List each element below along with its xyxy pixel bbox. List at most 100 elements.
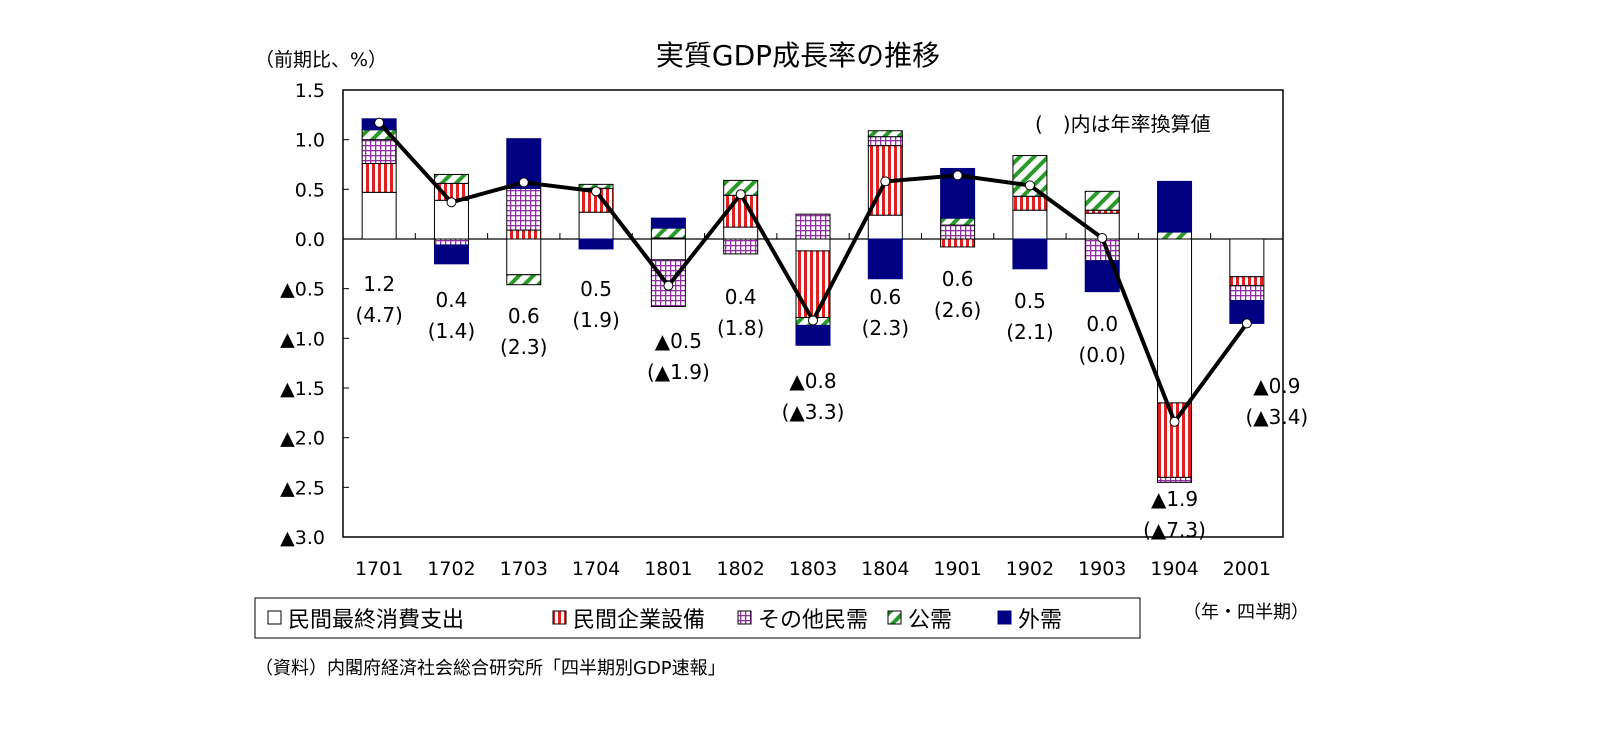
x-tick-label: 1902	[1006, 558, 1054, 580]
bar-segment	[1012, 209, 1048, 240]
x-tick-label: 1802	[717, 558, 765, 580]
bar-segment	[795, 213, 831, 240]
bar-segment	[506, 274, 542, 286]
bar-segment	[506, 238, 542, 276]
legend-swatch	[737, 610, 752, 625]
x-tick-label: 1703	[500, 558, 548, 580]
gdp-point	[1169, 416, 1180, 427]
data-label-quarterly: ▲0.8	[789, 369, 836, 393]
y-tick-label: ▲2.0	[280, 428, 325, 450]
x-tick-label: 1803	[789, 558, 837, 580]
data-label-annualized: (1.4)	[428, 319, 475, 343]
bar-segment	[650, 238, 686, 261]
bar-segment	[795, 238, 831, 252]
data-label-annualized: (1.8)	[717, 316, 764, 340]
data-label-annualized: (0.0)	[1079, 343, 1126, 367]
bar-segment	[578, 238, 614, 250]
data-label-quarterly: 1.2	[363, 272, 395, 296]
legend-swatch	[887, 610, 902, 625]
data-label-quarterly: 0.5	[1014, 289, 1046, 313]
x-tick-label: 1704	[572, 558, 620, 580]
y-tick-label: 0.5	[295, 179, 325, 201]
bar-segment	[1157, 476, 1193, 483]
legend-label: 民間企業設備	[573, 608, 705, 633]
bar-segment	[795, 250, 831, 318]
legend-swatch	[552, 610, 567, 625]
data-label-annualized: (▲3.3)	[782, 400, 845, 424]
y-tick-label: 1.5	[295, 80, 325, 102]
bar-segment	[650, 217, 686, 229]
data-label-quarterly: 0.0	[1086, 312, 1118, 336]
x-tick-label: 1804	[861, 558, 909, 580]
bar-segment	[867, 214, 903, 240]
data-label-annualized: (2.1)	[1006, 320, 1053, 344]
bar-segment	[506, 187, 542, 231]
bar-segment	[1012, 195, 1048, 211]
data-label-quarterly: 0.6	[942, 267, 974, 291]
bar-segment	[1229, 276, 1265, 287]
y-tick-label: ▲3.0	[280, 527, 325, 549]
legend-swatch	[267, 610, 282, 625]
annotation-note: ( )内は年率換算値	[1035, 112, 1211, 136]
bar-segment	[433, 173, 469, 184]
data-label-quarterly: 0.4	[725, 285, 757, 309]
legend-label: 民間最終消費支出	[288, 608, 464, 633]
source-note: （資料）内閣府経済社会総合研究所「四半期別GDP速報」	[255, 658, 726, 679]
y-tick-label: 1.0	[295, 130, 325, 152]
legend-label: 公需	[908, 608, 952, 633]
bar-segment	[1084, 190, 1120, 211]
bar-segment	[361, 191, 397, 240]
data-label-annualized: (4.7)	[355, 303, 402, 327]
gdp-point	[518, 177, 529, 188]
bar-segment	[578, 211, 614, 240]
gdp-point	[1024, 180, 1035, 191]
data-label-quarterly: 0.4	[436, 288, 468, 312]
bar-segment	[433, 244, 469, 265]
bar-segment	[940, 224, 976, 240]
x-tick-label: 1801	[644, 558, 692, 580]
gdp-point	[591, 186, 602, 197]
y-tick-label: ▲1.5	[280, 378, 325, 400]
y-tick-label: 0.0	[295, 229, 325, 251]
data-label-quarterly: 0.5	[580, 277, 612, 301]
bar-segment	[433, 238, 469, 246]
bar-segment	[361, 139, 397, 165]
data-label-annualized: (2.6)	[934, 298, 981, 322]
data-label-annualized: (2.3)	[862, 316, 909, 340]
legend-swatch	[997, 610, 1012, 625]
data-label-annualized: (▲3.4)	[1245, 405, 1308, 429]
bar-segment	[650, 227, 686, 239]
bar-segment	[506, 229, 542, 240]
x-tick-label: 1901	[933, 558, 981, 580]
data-label-annualized: (▲1.9)	[647, 360, 710, 384]
x-tick-label: 1701	[355, 558, 403, 580]
bar-segment	[1229, 285, 1265, 302]
legend-label: その他民需	[758, 608, 868, 633]
legend-label: 外需	[1018, 608, 1062, 633]
bar-segment	[940, 238, 976, 248]
gdp-point	[880, 176, 891, 187]
y-axis-label: （前期比、%）	[255, 49, 387, 71]
gdp-point	[446, 197, 457, 208]
gdp-point	[735, 189, 746, 200]
bar-segment	[1229, 238, 1265, 278]
plot-frame	[342, 89, 1284, 538]
data-label-quarterly: 0.6	[508, 304, 540, 328]
x-tick-label: 1702	[427, 558, 475, 580]
bar-segment	[361, 163, 397, 193]
gdp-point	[1241, 318, 1252, 329]
data-label-annualized: (1.9)	[572, 308, 619, 332]
gdp-point	[1097, 233, 1108, 244]
bar-segment	[723, 238, 759, 255]
gdp-point	[374, 117, 385, 128]
x-tick-label: 2001	[1223, 558, 1271, 580]
bar-segment	[723, 226, 759, 240]
y-tick-label: ▲1.0	[280, 328, 325, 350]
bar-segment	[1157, 402, 1193, 478]
y-tick-label: ▲2.5	[280, 477, 325, 499]
data-label-quarterly: ▲0.5	[655, 329, 702, 353]
gdp-point	[808, 315, 818, 326]
bar-segment	[795, 324, 831, 346]
